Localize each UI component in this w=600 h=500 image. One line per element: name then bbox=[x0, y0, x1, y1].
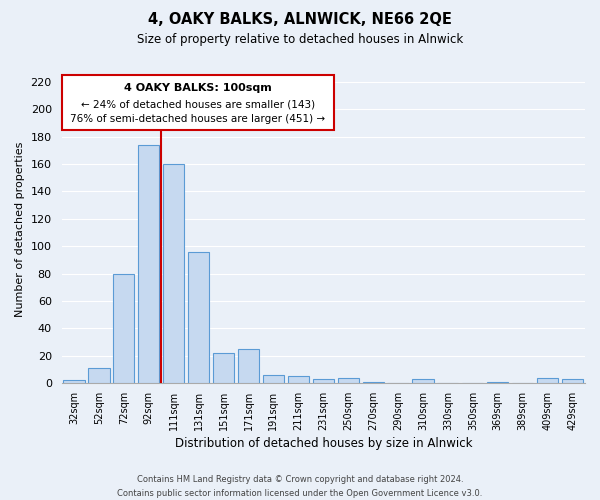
Text: ← 24% of detached houses are smaller (143): ← 24% of detached houses are smaller (14… bbox=[80, 99, 314, 109]
Bar bbox=[188, 252, 209, 383]
Bar bbox=[238, 349, 259, 383]
Bar bbox=[213, 353, 234, 383]
Bar bbox=[263, 375, 284, 383]
Bar bbox=[338, 378, 359, 383]
Bar bbox=[138, 145, 160, 383]
FancyBboxPatch shape bbox=[62, 75, 334, 130]
Bar bbox=[412, 379, 434, 383]
Bar bbox=[537, 378, 558, 383]
Bar bbox=[313, 379, 334, 383]
Bar bbox=[288, 376, 309, 383]
Bar bbox=[113, 274, 134, 383]
Bar bbox=[88, 368, 110, 383]
Bar bbox=[64, 380, 85, 383]
Text: 4 OAKY BALKS: 100sqm: 4 OAKY BALKS: 100sqm bbox=[124, 82, 272, 92]
Text: Contains HM Land Registry data © Crown copyright and database right 2024.
Contai: Contains HM Land Registry data © Crown c… bbox=[118, 476, 482, 498]
Bar bbox=[487, 382, 508, 383]
Text: 4, OAKY BALKS, ALNWICK, NE66 2QE: 4, OAKY BALKS, ALNWICK, NE66 2QE bbox=[148, 12, 452, 28]
Bar bbox=[362, 382, 384, 383]
X-axis label: Distribution of detached houses by size in Alnwick: Distribution of detached houses by size … bbox=[175, 437, 472, 450]
Y-axis label: Number of detached properties: Number of detached properties bbox=[15, 142, 25, 316]
Bar bbox=[562, 379, 583, 383]
Text: 76% of semi-detached houses are larger (451) →: 76% of semi-detached houses are larger (… bbox=[70, 114, 325, 124]
Text: Size of property relative to detached houses in Alnwick: Size of property relative to detached ho… bbox=[137, 32, 463, 46]
Bar bbox=[163, 164, 184, 383]
